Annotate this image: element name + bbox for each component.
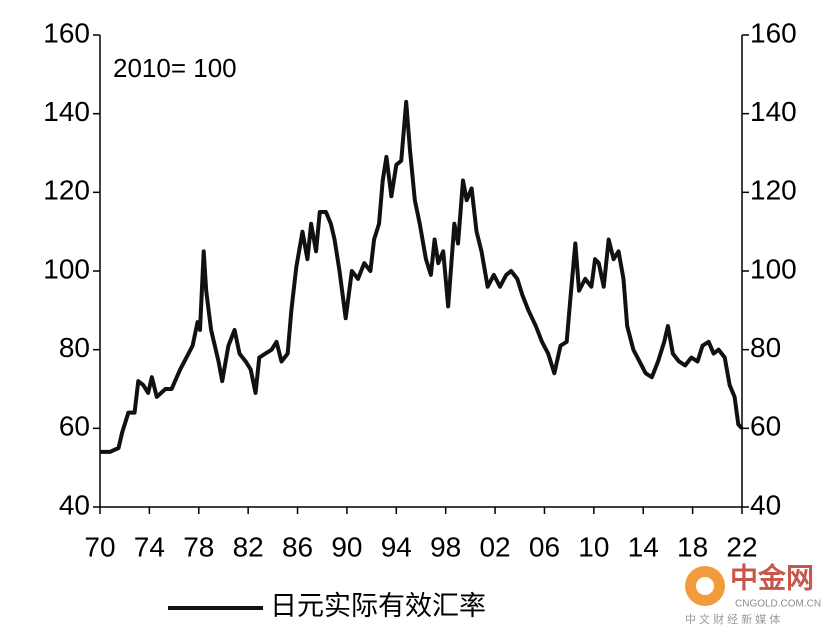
watermark-tagline: 中 文 财 经 新 媒 体: [685, 612, 780, 626]
x-tick-label: 78: [183, 531, 214, 562]
data-line: [100, 99, 744, 454]
watermark-subtitle: CNGOLD.COM.CN: [735, 599, 821, 610]
x-tick-label: 82: [233, 531, 264, 562]
x-tick-label: 90: [331, 531, 362, 562]
y-tick-label: 80: [59, 332, 90, 363]
watermark: 中金网 CNGOLD.COM.CN 中 文 财 经 新 媒 体: [685, 561, 821, 626]
y2-tick-label: 80: [750, 332, 781, 363]
x-tick-label: 06: [529, 531, 560, 562]
x-tick-label: 98: [430, 531, 461, 562]
x-tick-label: 70: [84, 531, 115, 562]
x-tick-label: 94: [381, 531, 412, 562]
y-tick-label: 140: [43, 96, 90, 127]
y-tick-label: 160: [43, 17, 90, 48]
y-tick-label: 100: [43, 253, 90, 284]
watermark-icon: [696, 577, 714, 595]
x-tick-label: 18: [677, 531, 708, 562]
x-tick-label: 02: [479, 531, 510, 562]
watermark-title: 中金网: [730, 561, 814, 593]
y2-tick-label: 100: [750, 253, 797, 284]
y-tick-label: 120: [43, 175, 90, 206]
y-tick-label: 40: [59, 489, 90, 520]
y2-tick-label: 160: [750, 17, 797, 48]
y2-tick-label: 120: [750, 175, 797, 206]
x-tick-label: 10: [578, 531, 609, 562]
legend-label: 日元实际有效汇率: [270, 591, 486, 621]
y2-tick-label: 40: [750, 489, 781, 520]
x-tick-label: 14: [628, 531, 659, 562]
x-tick-label: 86: [282, 531, 313, 562]
y2-tick-label: 140: [750, 96, 797, 127]
x-tick-label: 22: [726, 531, 757, 562]
x-tick-label: 74: [134, 531, 165, 562]
y-tick-label: 60: [59, 411, 90, 442]
y2-tick-label: 60: [750, 411, 781, 442]
annotation: 2010= 100: [113, 53, 237, 83]
